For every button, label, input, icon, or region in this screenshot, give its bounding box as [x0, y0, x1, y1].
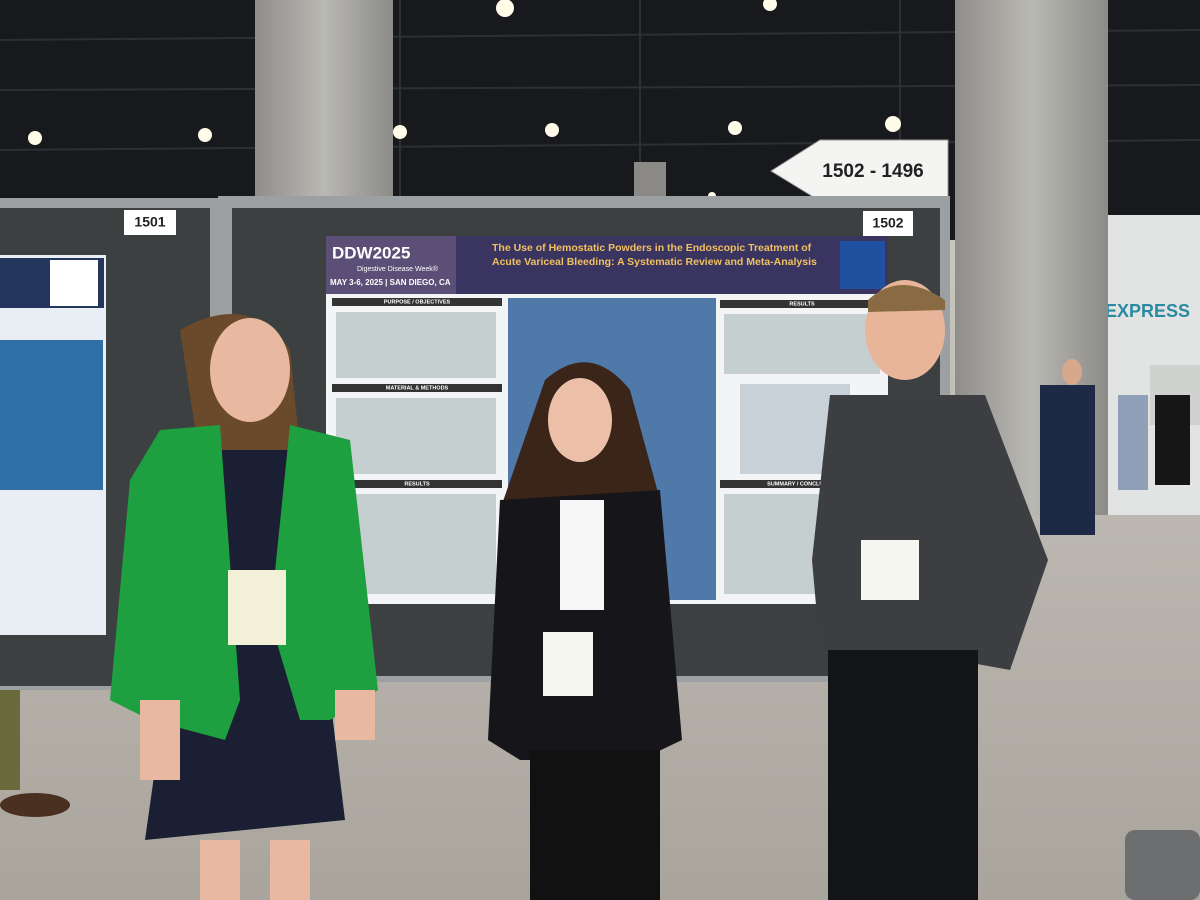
- poster-title: Acute Variceal Bleeding: A Systematic Re…: [492, 256, 817, 268]
- person-right: [812, 280, 1048, 900]
- section-heading: SUMMARY / CONCLUSION: [767, 481, 837, 487]
- neighbor-poster-table: [0, 340, 103, 490]
- section-bar: [720, 480, 884, 488]
- university-logo: [840, 241, 885, 289]
- poster-date: MAY 3-6, 2025 | SAN DIEGO, CA: [330, 278, 451, 287]
- section-heading: RESULTS: [404, 481, 430, 487]
- booth-number: [124, 210, 176, 235]
- pillar: [634, 162, 666, 202]
- poster-logo-band: [326, 236, 456, 294]
- poster-logo-sub: Digestive Disease Week®: [357, 265, 439, 273]
- section-bar: [720, 300, 884, 308]
- section-bar: [332, 480, 502, 488]
- person-left: [110, 314, 378, 900]
- venue-sign: EXPRESS: [1105, 301, 1190, 321]
- booth-number: [863, 211, 913, 236]
- pillar: [255, 0, 393, 205]
- section-bar: [332, 384, 502, 392]
- section-heading: MATERIAL & METHODS: [386, 385, 449, 391]
- section-bar: [332, 298, 502, 306]
- person-center: [488, 362, 682, 900]
- qr-code: [50, 260, 98, 306]
- background-people: [0, 359, 1200, 900]
- poster-logo: DDW2025: [332, 243, 410, 262]
- poster-title: The Use of Hemostatic Powders in the End…: [492, 242, 812, 254]
- booth-number-text: 1502: [872, 215, 903, 231]
- section-heading: RESULTS: [789, 301, 815, 307]
- direction-sign-text: 1502 - 1496: [822, 161, 923, 182]
- section-heading: PURPOSE / OBJECTIVES: [384, 299, 451, 305]
- booth-number-text: 1501: [134, 214, 165, 230]
